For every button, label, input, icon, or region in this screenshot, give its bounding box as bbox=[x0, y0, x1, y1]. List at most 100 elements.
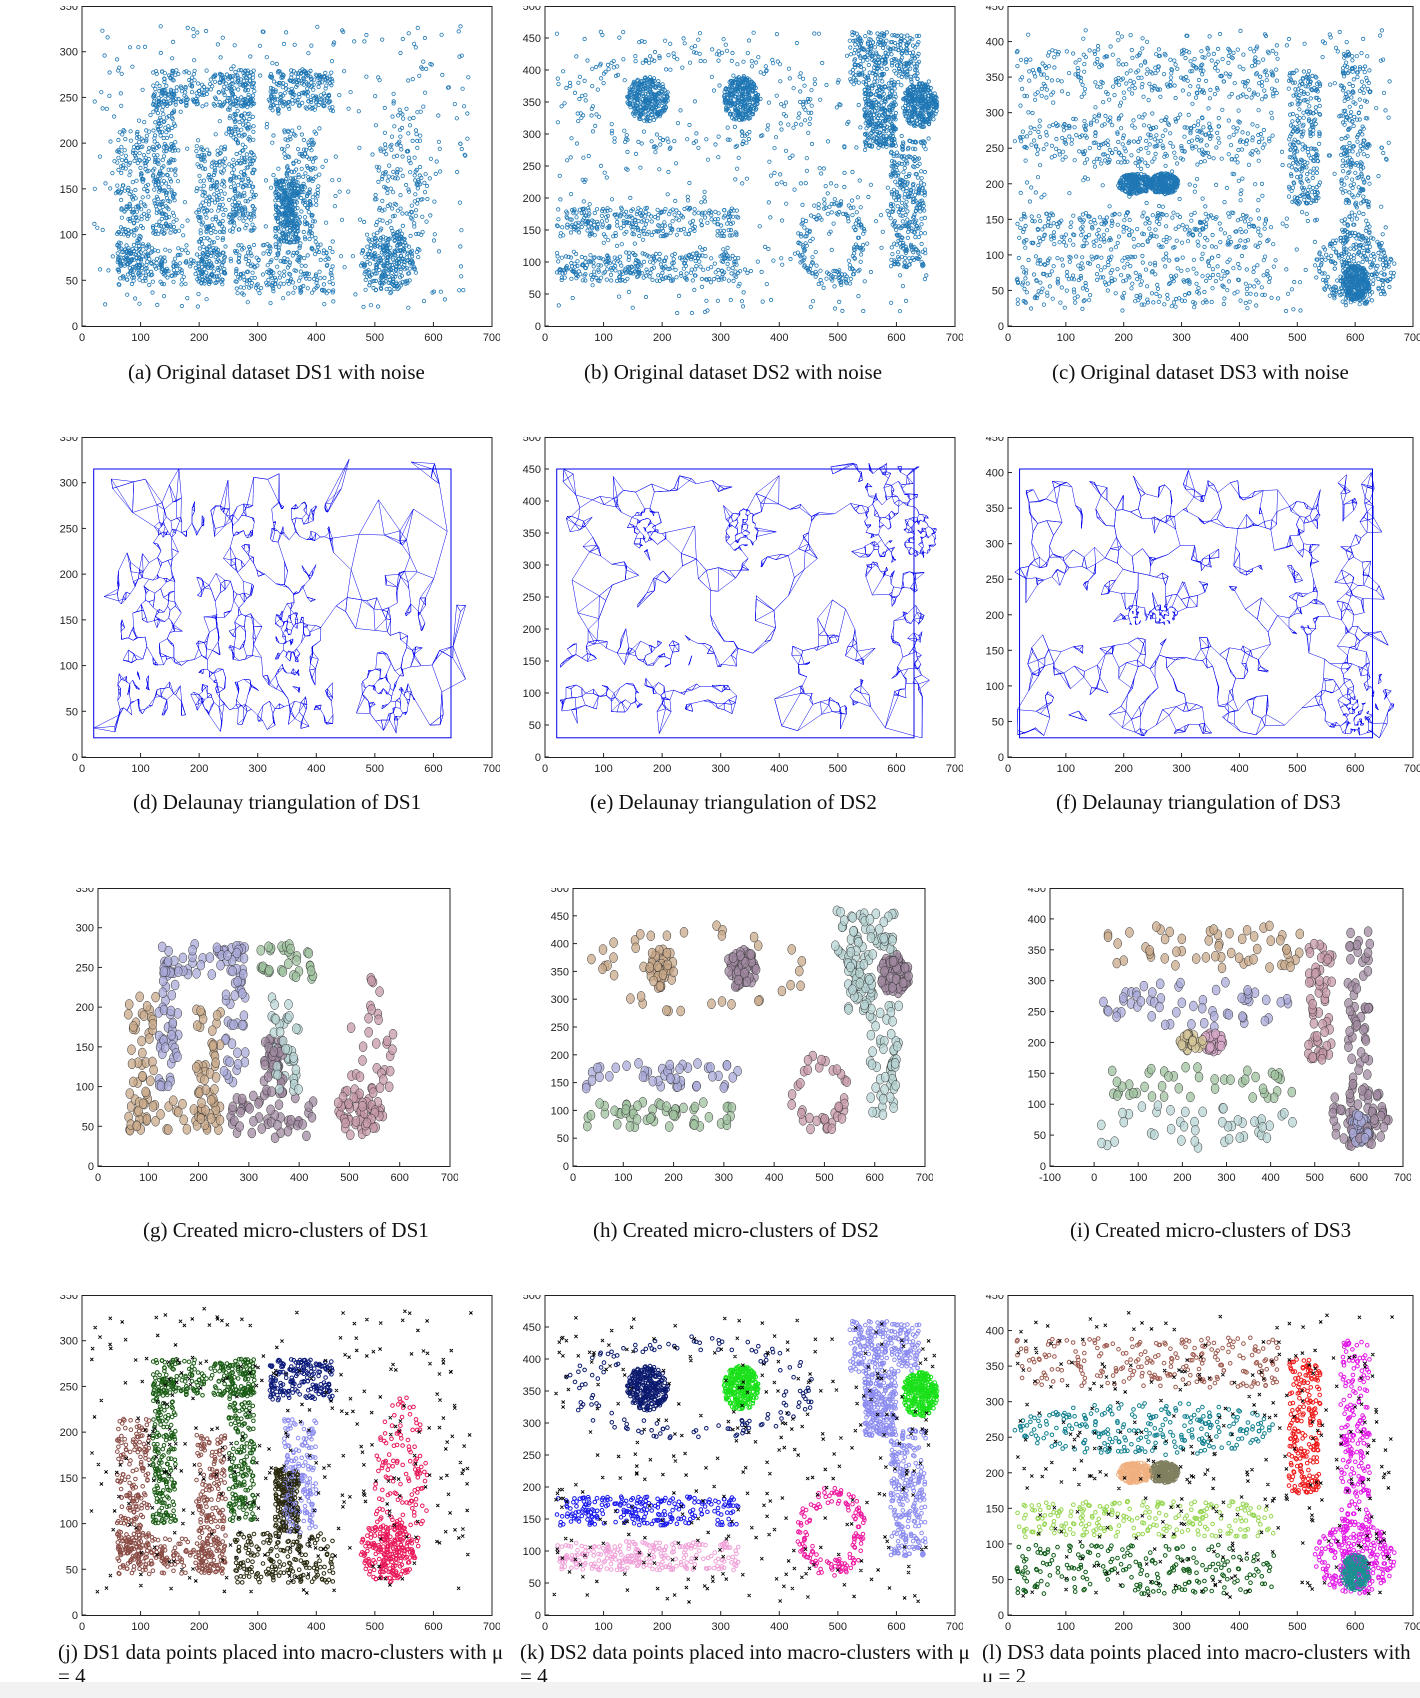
data-point bbox=[238, 150, 243, 155]
data-point bbox=[143, 249, 148, 254]
data-point bbox=[568, 230, 574, 235]
data-point bbox=[163, 259, 168, 264]
data-point bbox=[107, 70, 112, 75]
data-point bbox=[302, 215, 308, 220]
data-point bbox=[663, 105, 668, 110]
data-point bbox=[250, 204, 255, 209]
data-point bbox=[296, 78, 301, 83]
data-point bbox=[596, 262, 601, 268]
data-point bbox=[121, 128, 126, 133]
data-point bbox=[575, 263, 580, 269]
data-point bbox=[391, 101, 396, 106]
data-point bbox=[367, 261, 373, 266]
data-point bbox=[602, 270, 608, 275]
data-point bbox=[649, 91, 654, 96]
data-point bbox=[413, 45, 418, 50]
data-point bbox=[116, 282, 121, 287]
data-point bbox=[282, 91, 287, 96]
data-point bbox=[747, 129, 752, 135]
data-point bbox=[234, 80, 239, 85]
data-point bbox=[903, 203, 908, 208]
data-point bbox=[245, 250, 251, 255]
data-point bbox=[200, 82, 205, 87]
data-point bbox=[731, 278, 736, 283]
data-point bbox=[390, 252, 395, 257]
data-point bbox=[278, 91, 283, 97]
data-point bbox=[413, 208, 419, 213]
data-point bbox=[273, 228, 278, 233]
data-point bbox=[108, 139, 113, 144]
data-point bbox=[870, 40, 876, 45]
data-point bbox=[308, 200, 313, 205]
data-point bbox=[855, 235, 861, 240]
data-point bbox=[174, 217, 179, 222]
data-point bbox=[126, 185, 131, 190]
data-point bbox=[142, 202, 147, 207]
data-point bbox=[159, 216, 164, 221]
data-point bbox=[304, 271, 309, 276]
data-point bbox=[277, 242, 282, 247]
data-point bbox=[399, 273, 404, 278]
data-point bbox=[247, 116, 252, 122]
data-point bbox=[212, 192, 217, 197]
data-point bbox=[237, 253, 242, 258]
data-point bbox=[170, 117, 175, 122]
data-point bbox=[282, 147, 287, 152]
data-point bbox=[242, 190, 247, 195]
data-point bbox=[380, 198, 385, 203]
data-point bbox=[324, 291, 329, 296]
data-point bbox=[230, 229, 235, 234]
data-point bbox=[594, 207, 600, 212]
data-point bbox=[138, 223, 144, 229]
data-point bbox=[699, 223, 704, 228]
data-point bbox=[796, 240, 801, 246]
data-point bbox=[428, 213, 433, 218]
data-point bbox=[361, 304, 366, 309]
data-point bbox=[228, 100, 233, 106]
data-point bbox=[330, 239, 335, 244]
data-point bbox=[652, 103, 657, 109]
data-point bbox=[389, 134, 395, 139]
data-point bbox=[454, 116, 459, 121]
data-point bbox=[378, 237, 383, 242]
data-point bbox=[121, 276, 126, 281]
data-point bbox=[137, 233, 142, 238]
data-point bbox=[461, 287, 466, 293]
data-point bbox=[282, 219, 287, 224]
data-point bbox=[635, 274, 640, 279]
data-point bbox=[459, 228, 464, 233]
data-point bbox=[205, 147, 210, 152]
data-point bbox=[302, 235, 307, 240]
data-point bbox=[145, 244, 150, 249]
data-point bbox=[202, 279, 207, 284]
data-point bbox=[374, 197, 379, 202]
data-point bbox=[624, 220, 629, 226]
data-point bbox=[268, 85, 273, 91]
data-point bbox=[787, 76, 792, 81]
data-point bbox=[260, 272, 266, 277]
data-point bbox=[221, 212, 226, 217]
data-point bbox=[603, 260, 608, 265]
data-point bbox=[152, 147, 157, 153]
data-point bbox=[233, 279, 238, 284]
data-point bbox=[729, 98, 734, 103]
data-point bbox=[185, 250, 190, 255]
data-point bbox=[458, 141, 463, 146]
data-point bbox=[152, 248, 157, 253]
data-point bbox=[295, 235, 300, 240]
data-point bbox=[670, 219, 675, 224]
data-point bbox=[601, 257, 606, 262]
data-point bbox=[215, 152, 220, 157]
data-point bbox=[905, 209, 910, 214]
data-point bbox=[615, 64, 620, 69]
data-point bbox=[583, 265, 588, 270]
data-point bbox=[576, 80, 581, 85]
data-point bbox=[280, 72, 285, 77]
data-point bbox=[639, 229, 644, 234]
data-point bbox=[405, 280, 410, 286]
data-point bbox=[160, 158, 165, 163]
data-point bbox=[746, 136, 751, 142]
data-point bbox=[377, 217, 382, 222]
data-point bbox=[252, 265, 257, 270]
data-point bbox=[243, 199, 248, 204]
